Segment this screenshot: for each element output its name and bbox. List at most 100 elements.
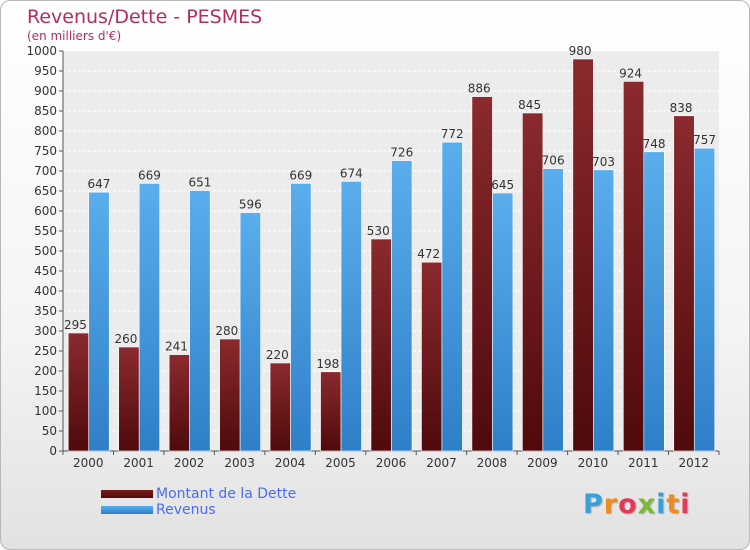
bar-dette (168, 354, 190, 452)
bar-dette (67, 332, 90, 452)
data-label-dette: 886 (468, 82, 491, 96)
legend-label-dette: Montant de la Dette (156, 486, 297, 502)
chart-subtitle: (en milliers d'€) (27, 29, 122, 43)
data-label-dette: 980 (569, 44, 592, 58)
logo-letter: o (618, 489, 638, 520)
bar-revenus (239, 212, 261, 452)
legend-swatch-dette (101, 490, 153, 498)
bar-dette (572, 58, 594, 452)
y-tick-label: 950 (34, 64, 57, 78)
data-label-revenus: 772 (441, 127, 464, 141)
y-tick-label: 100 (34, 404, 57, 418)
bar-revenus (340, 181, 362, 452)
data-label-revenus: 757 (693, 133, 716, 147)
bar-revenus (441, 141, 463, 452)
y-tick-label: 0 (49, 444, 57, 458)
x-tick-label: 2001 (123, 456, 154, 470)
x-tick-label: 2012 (678, 456, 709, 470)
data-label-revenus: 674 (340, 166, 363, 180)
x-tick-label: 2003 (224, 456, 255, 470)
y-tick-label: 900 (34, 84, 57, 98)
logo-letter: P (583, 489, 604, 520)
y-tick-label: 650 (34, 184, 57, 198)
bar-dette (421, 261, 443, 452)
bar-revenus (290, 183, 312, 452)
data-label-revenus: 726 (390, 146, 413, 160)
data-label-revenus: 669 (289, 168, 312, 182)
bar-revenus (88, 191, 110, 452)
logo-letter: t (666, 489, 681, 520)
data-label-revenus: 596 (239, 198, 262, 212)
logo-letter: i (680, 489, 691, 520)
bar-dette (471, 96, 493, 452)
x-tick-label: 2010 (578, 456, 609, 470)
data-label-revenus: 703 (592, 155, 615, 169)
proxiti-logo: Proxiti (583, 489, 691, 520)
legend-swatch-revenus (101, 506, 153, 514)
data-label-revenus: 706 (542, 154, 565, 168)
bar-dette (623, 81, 645, 452)
bar-revenus (643, 151, 665, 452)
y-tick-label: 800 (34, 124, 57, 138)
bar-revenus (492, 192, 514, 452)
x-tick-label: 2005 (325, 456, 356, 470)
legend-label-revenus: Revenus (156, 502, 216, 518)
logo-letter: i (656, 489, 667, 520)
y-tick-label: 250 (34, 344, 57, 358)
y-tick-label: 500 (34, 244, 57, 258)
data-label-dette: 924 (619, 66, 642, 80)
data-label-dette: 845 (518, 98, 541, 112)
bar-revenus (138, 183, 160, 452)
y-tick-label: 200 (34, 364, 57, 378)
bar-dette (118, 346, 140, 452)
bar-dette (219, 338, 241, 452)
y-tick-label: 350 (34, 304, 57, 318)
bar-dette (522, 112, 544, 452)
x-tick-label: 2007 (426, 456, 457, 470)
bar-revenus (693, 147, 716, 452)
x-tick-label: 2004 (275, 456, 306, 470)
y-tick-label: 750 (34, 144, 57, 158)
data-label-dette: 295 (64, 318, 87, 332)
x-tick-label: 2002 (174, 456, 205, 470)
chart-title: Revenus/Dette - PESMES (27, 6, 263, 28)
data-label-revenus: 647 (88, 177, 111, 191)
y-tick-label: 600 (34, 204, 57, 218)
y-tick-label: 1000 (26, 44, 57, 58)
bar-dette (320, 371, 342, 452)
y-tick-label: 550 (34, 224, 57, 238)
y-tick-label: 300 (34, 324, 57, 338)
data-label-dette: 260 (114, 332, 137, 346)
x-tick-label: 2006 (376, 456, 407, 470)
bar-revenus (542, 168, 564, 452)
data-label-dette: 220 (266, 348, 289, 362)
data-label-dette: 198 (316, 357, 339, 371)
data-label-revenus: 651 (188, 176, 211, 190)
y-tick-label: 50 (42, 424, 57, 438)
bar-dette (370, 238, 392, 452)
y-tick-label: 150 (34, 384, 57, 398)
bar-dette (673, 115, 695, 452)
x-tick-label: 2011 (628, 456, 659, 470)
logo-letter: r (603, 489, 619, 520)
data-label-dette: 838 (670, 101, 693, 115)
y-tick-label: 450 (34, 264, 57, 278)
data-label-dette: 241 (165, 340, 188, 354)
bar-revenus (189, 190, 211, 452)
data-label-revenus: 669 (138, 168, 161, 182)
data-label-dette: 530 (367, 224, 390, 238)
data-label-dette: 280 (215, 324, 238, 338)
data-label-dette: 472 (417, 247, 440, 261)
y-tick-label: 400 (34, 284, 57, 298)
y-tick-label: 700 (34, 164, 57, 178)
x-tick-label: 2000 (73, 456, 104, 470)
bar-dette (269, 362, 291, 452)
y-tick-label: 850 (34, 104, 57, 118)
logo-letter: x (637, 489, 657, 520)
x-tick-label: 2008 (477, 456, 508, 470)
data-label-revenus: 645 (491, 178, 514, 192)
data-label-revenus: 748 (643, 137, 666, 151)
x-tick-label: 2009 (527, 456, 558, 470)
